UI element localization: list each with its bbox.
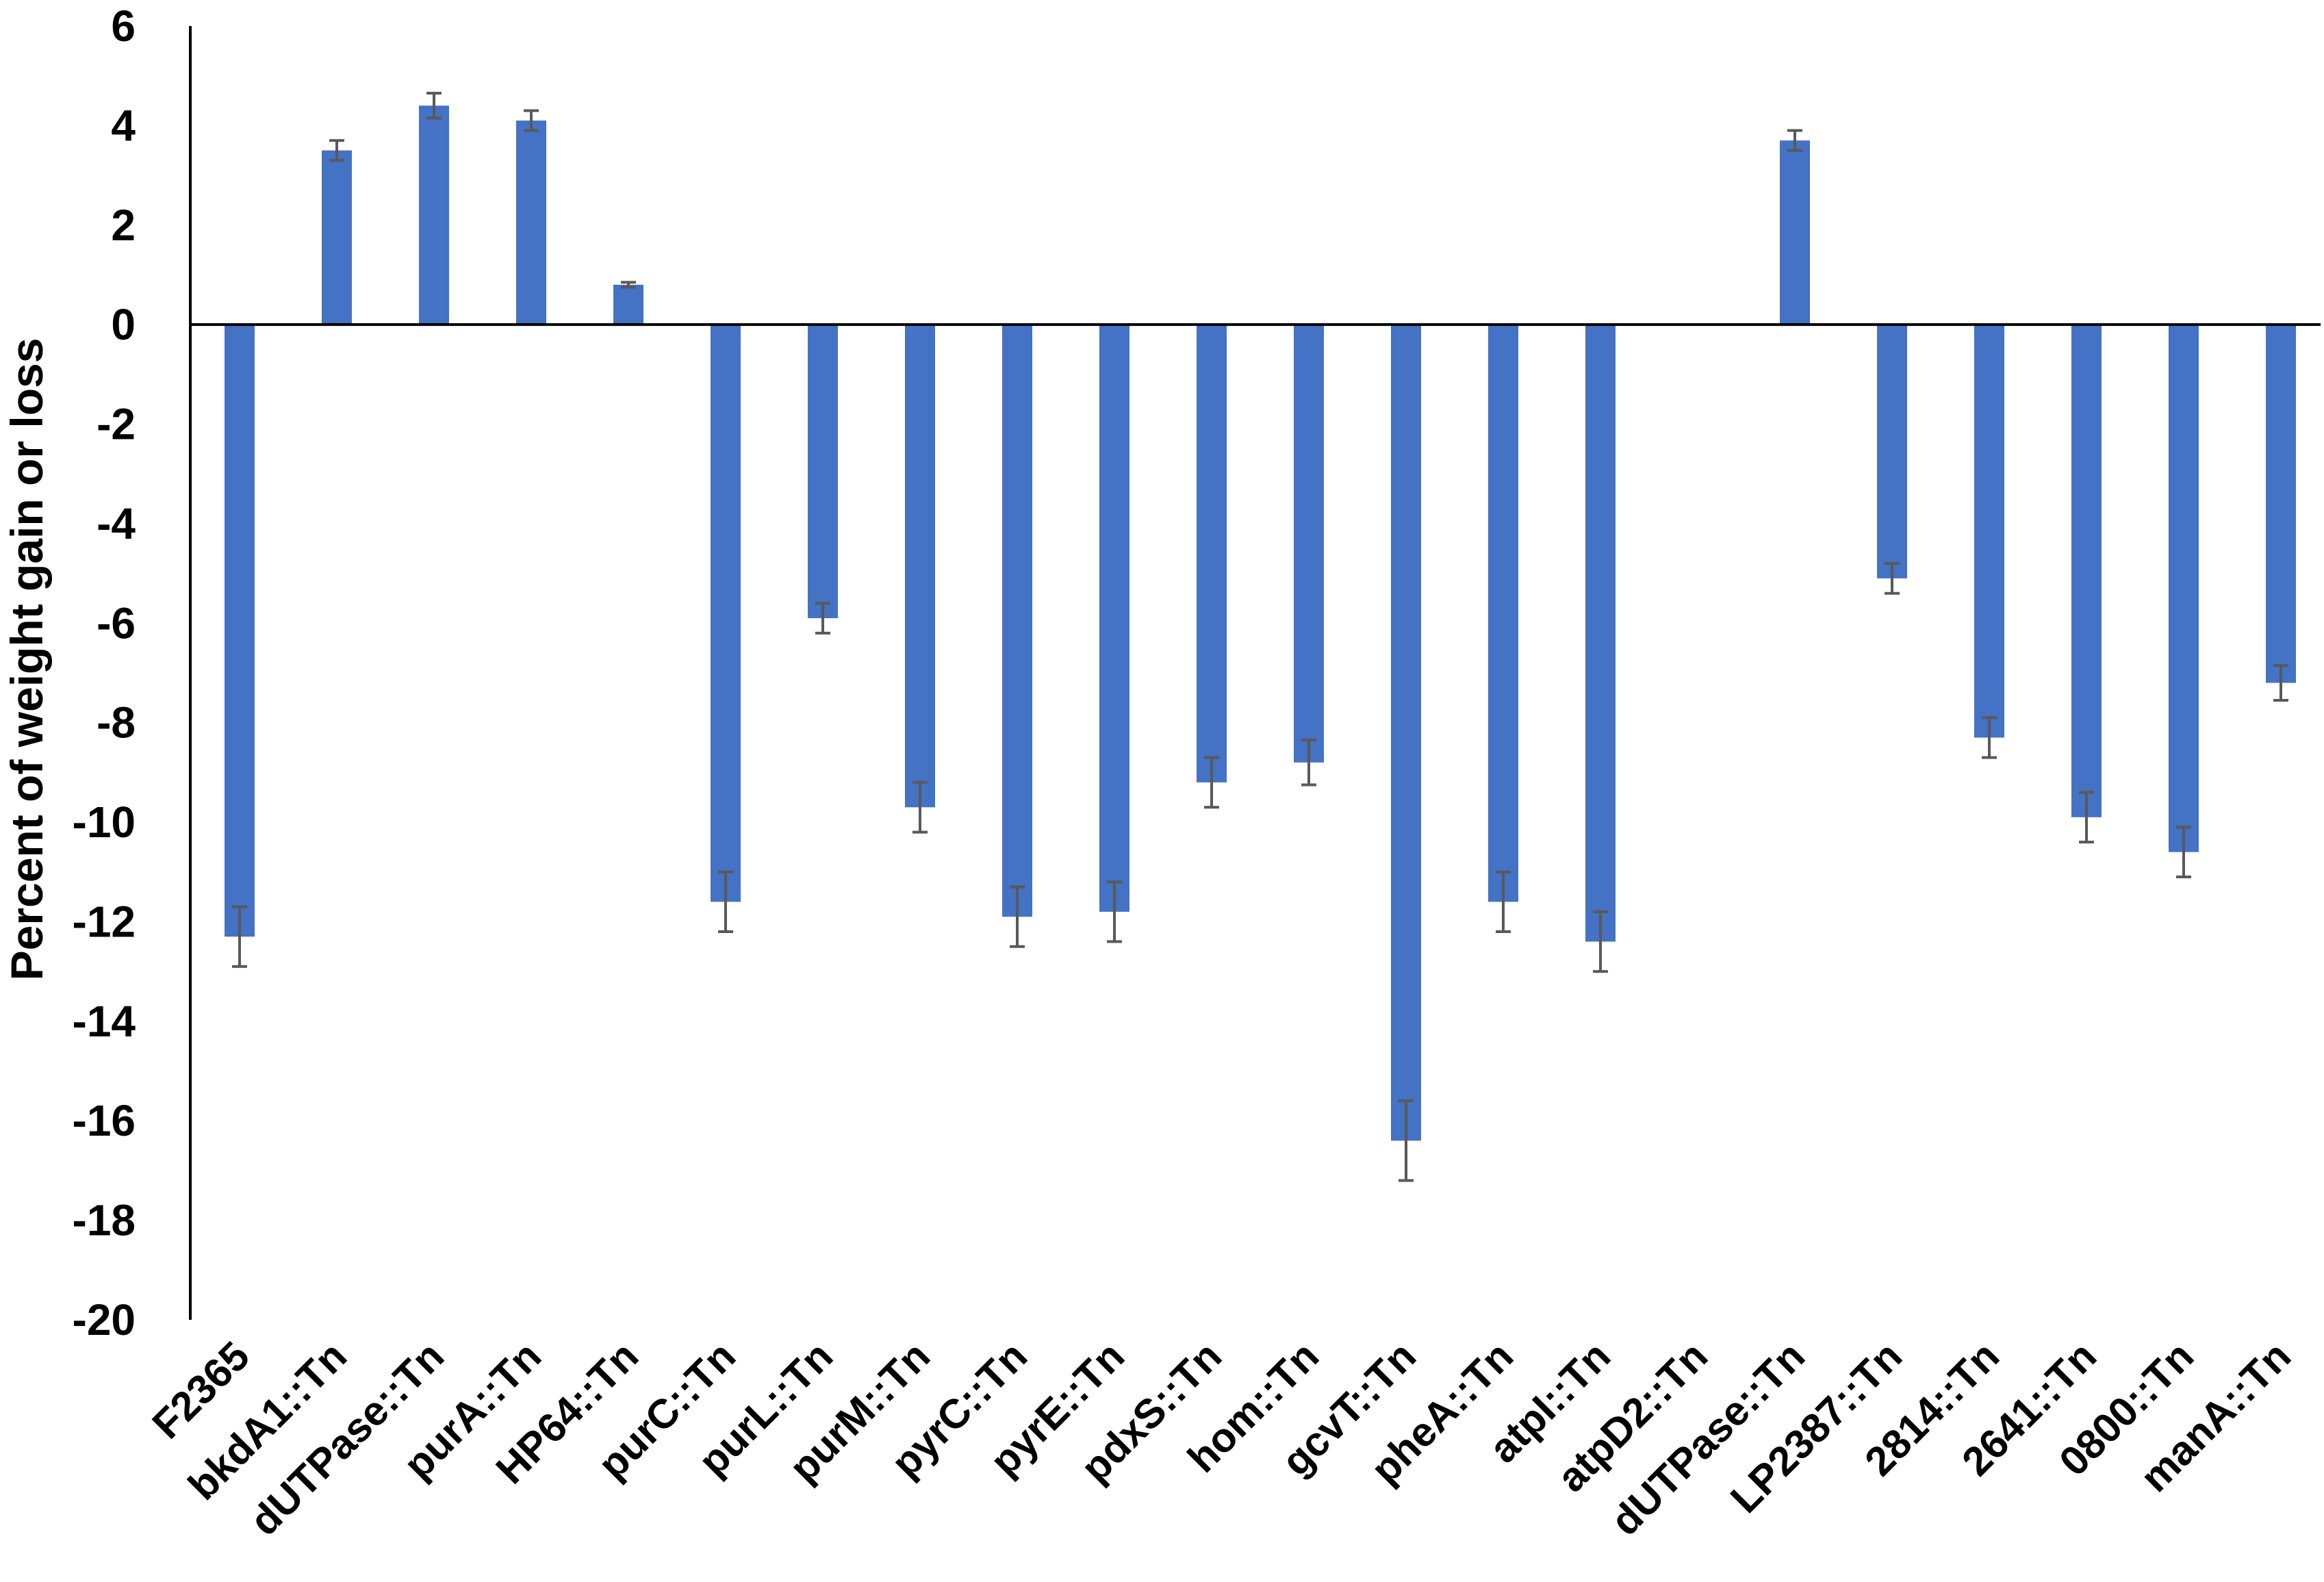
error-bar <box>2079 791 2094 844</box>
bar <box>613 285 643 325</box>
bar <box>419 105 449 325</box>
y-tick-label: -4 <box>97 499 136 548</box>
error-bar <box>912 780 928 834</box>
y-tick-label: -8 <box>97 698 136 748</box>
bar <box>808 324 838 619</box>
error-bar <box>524 109 539 132</box>
bars <box>225 105 2296 1141</box>
bar <box>1488 324 1518 902</box>
error-bar <box>815 602 830 635</box>
y-tick-label: 4 <box>111 101 136 150</box>
y-axis-title: Percent of weight gain or loss <box>1 338 52 981</box>
error-bar <box>1399 1099 1414 1182</box>
bar <box>1585 324 1616 942</box>
y-tick-label: -6 <box>97 598 136 648</box>
bar <box>905 324 935 808</box>
x-axis-labels: F2365bkdA1::TndUTPase::TnpurA::TnHP64::T… <box>144 1333 2300 1544</box>
error-bar <box>1982 716 1997 759</box>
bar <box>1391 324 1421 1141</box>
error-bar <box>1496 870 1511 933</box>
error-bar <box>1204 756 1219 809</box>
error-bar <box>1010 885 1025 948</box>
bar <box>1974 324 2004 738</box>
bar <box>2071 324 2102 817</box>
bar <box>516 120 546 325</box>
bar <box>2169 324 2199 852</box>
bar <box>1294 324 1324 763</box>
y-tick-label: -10 <box>73 798 136 847</box>
y-tick-label: 6 <box>111 1 136 51</box>
y-tick-label: 2 <box>111 201 136 250</box>
bar <box>1002 324 1032 917</box>
y-tick-label: -16 <box>73 1096 136 1145</box>
error-bar <box>2176 826 2191 879</box>
bar <box>322 150 352 325</box>
error-bar <box>329 139 344 162</box>
bar <box>225 324 255 937</box>
error-bar <box>1787 129 1802 152</box>
bar <box>711 324 741 902</box>
error-bar <box>1593 910 1608 973</box>
error-bar <box>426 92 442 120</box>
y-tick-label: -14 <box>73 997 136 1046</box>
error-bar <box>2273 664 2288 702</box>
y-axis-ticks: 6 4 2 0 -2 -4 -6 -8 -10 -12 -14 -16 -18 -20 <box>73 1 136 1344</box>
error-bar <box>1301 739 1316 787</box>
y-tick-label: -2 <box>97 400 136 449</box>
y-tick-label: -12 <box>73 897 136 946</box>
error-bars <box>232 92 2288 1182</box>
bar <box>1780 140 1810 325</box>
error-bar <box>718 870 733 933</box>
bar <box>1099 324 1129 912</box>
error-bar <box>1107 880 1122 943</box>
bar <box>1197 324 1227 782</box>
error-bar <box>232 905 247 968</box>
y-tick-label: -18 <box>73 1196 136 1245</box>
bar <box>1877 324 1907 578</box>
error-bar <box>1885 562 1900 595</box>
y-tick-label: -20 <box>73 1295 136 1344</box>
y-tick-label: 0 <box>111 300 136 349</box>
bar <box>2266 324 2296 683</box>
error-bar <box>621 281 636 289</box>
